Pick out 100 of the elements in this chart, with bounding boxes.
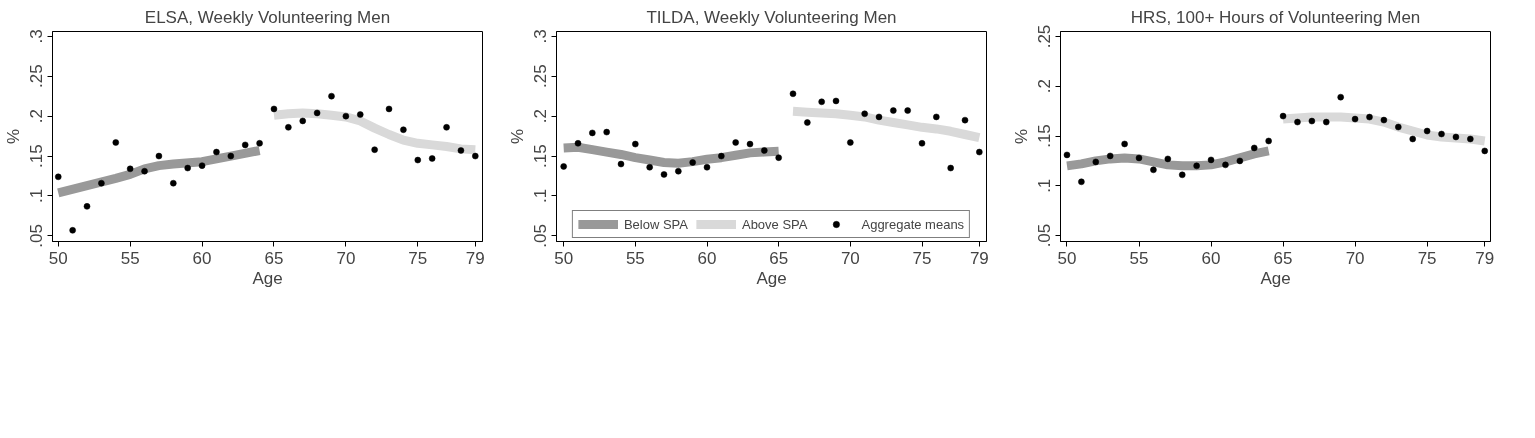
- point: [1452, 133, 1460, 141]
- y-tick-label: .1: [27, 188, 47, 204]
- point: [1294, 118, 1301, 126]
- point: [285, 124, 292, 131]
- point: [818, 98, 825, 106]
- y-tick-label: .05: [27, 224, 47, 248]
- point: [1467, 135, 1474, 143]
- y-axis-title: %: [1011, 128, 1031, 145]
- point: [1438, 130, 1445, 138]
- point: [1121, 140, 1128, 148]
- point: [357, 111, 364, 118]
- point: [1063, 151, 1071, 159]
- point: [313, 109, 321, 117]
- point: [170, 179, 177, 187]
- legend-label: Above SPA: [741, 216, 808, 232]
- point: [804, 119, 811, 126]
- point: [632, 140, 639, 148]
- point: [126, 165, 134, 173]
- point: [1337, 93, 1344, 101]
- chart-title: TILDA, Weekly Volunteering Men: [646, 7, 897, 27]
- point: [1193, 162, 1200, 170]
- point: [1380, 116, 1388, 124]
- x-tick-label: 75: [912, 248, 932, 268]
- point: [976, 148, 983, 156]
- point: [617, 160, 625, 168]
- y-tick-label: .3: [27, 29, 47, 44]
- point: [918, 140, 926, 147]
- chart-title: HRS, 100+ Hours of Volunteering Men: [1130, 7, 1421, 27]
- point: [1251, 144, 1258, 152]
- point: [198, 162, 206, 169]
- x-tick-label: 70: [840, 248, 860, 268]
- point: [213, 148, 220, 156]
- y-tick-label: .25: [1035, 24, 1055, 49]
- x-axis-title: Age: [252, 268, 283, 288]
- point: [98, 179, 105, 187]
- point: [1150, 166, 1157, 174]
- y-tick-label: .15: [27, 144, 47, 168]
- point: [832, 97, 840, 105]
- point: [472, 152, 479, 160]
- x-tick-label: 79: [969, 248, 989, 268]
- point: [689, 159, 696, 166]
- point: [457, 147, 465, 154]
- point: [1323, 118, 1330, 126]
- y-axis-title: %: [507, 128, 527, 145]
- legend-label: Below SPA: [623, 216, 688, 232]
- x-tick-label: 65: [1273, 248, 1293, 268]
- point: [400, 126, 407, 133]
- point: [1481, 147, 1488, 155]
- point: [1351, 115, 1359, 123]
- point: [732, 139, 739, 146]
- point: [428, 155, 436, 162]
- y-tick-label: .1: [1035, 178, 1055, 193]
- x-tick-label: 55: [625, 248, 645, 268]
- point: [328, 92, 335, 100]
- point: [1222, 161, 1229, 169]
- point: [947, 164, 954, 172]
- point: [184, 164, 191, 172]
- point: [1395, 123, 1402, 131]
- point: [227, 152, 235, 160]
- point: [761, 147, 768, 154]
- point: [1164, 155, 1172, 163]
- point: [574, 140, 582, 147]
- point: [703, 164, 711, 171]
- point: [1409, 135, 1416, 143]
- y-tick-label: .15: [1035, 124, 1055, 148]
- point: [69, 227, 76, 234]
- x-tick-label: 70: [336, 248, 356, 268]
- x-tick-label: 75: [1417, 248, 1437, 268]
- point: [718, 152, 725, 160]
- point: [256, 140, 263, 147]
- y-axis-title: %: [3, 128, 23, 145]
- point: [155, 152, 163, 160]
- x-tick-label: 60: [697, 248, 717, 268]
- point: [775, 154, 782, 161]
- point: [1207, 156, 1215, 164]
- point: [904, 107, 911, 114]
- point: [112, 139, 120, 146]
- y-tick-label: .05: [531, 224, 551, 248]
- x-tick-label: 50: [48, 248, 68, 268]
- point: [646, 164, 653, 171]
- y-tick-label: .2: [27, 109, 47, 124]
- point: [933, 113, 940, 121]
- x-tick-label: 60: [192, 248, 212, 268]
- y-tick-label: .25: [27, 64, 47, 89]
- point: [847, 139, 854, 146]
- point: [1265, 137, 1272, 145]
- point: [1135, 154, 1143, 162]
- y-tick-label: .1: [531, 188, 551, 204]
- point: [1308, 117, 1316, 125]
- x-tick-label: 55: [1129, 248, 1149, 268]
- point: [861, 110, 868, 117]
- point: [1236, 157, 1244, 165]
- point: [83, 203, 91, 210]
- point: [961, 116, 969, 124]
- point: [1366, 113, 1373, 121]
- point: [746, 140, 754, 148]
- point: [1078, 178, 1085, 186]
- point: [789, 90, 797, 98]
- x-tick-label: 55: [120, 248, 140, 268]
- point: [660, 171, 668, 178]
